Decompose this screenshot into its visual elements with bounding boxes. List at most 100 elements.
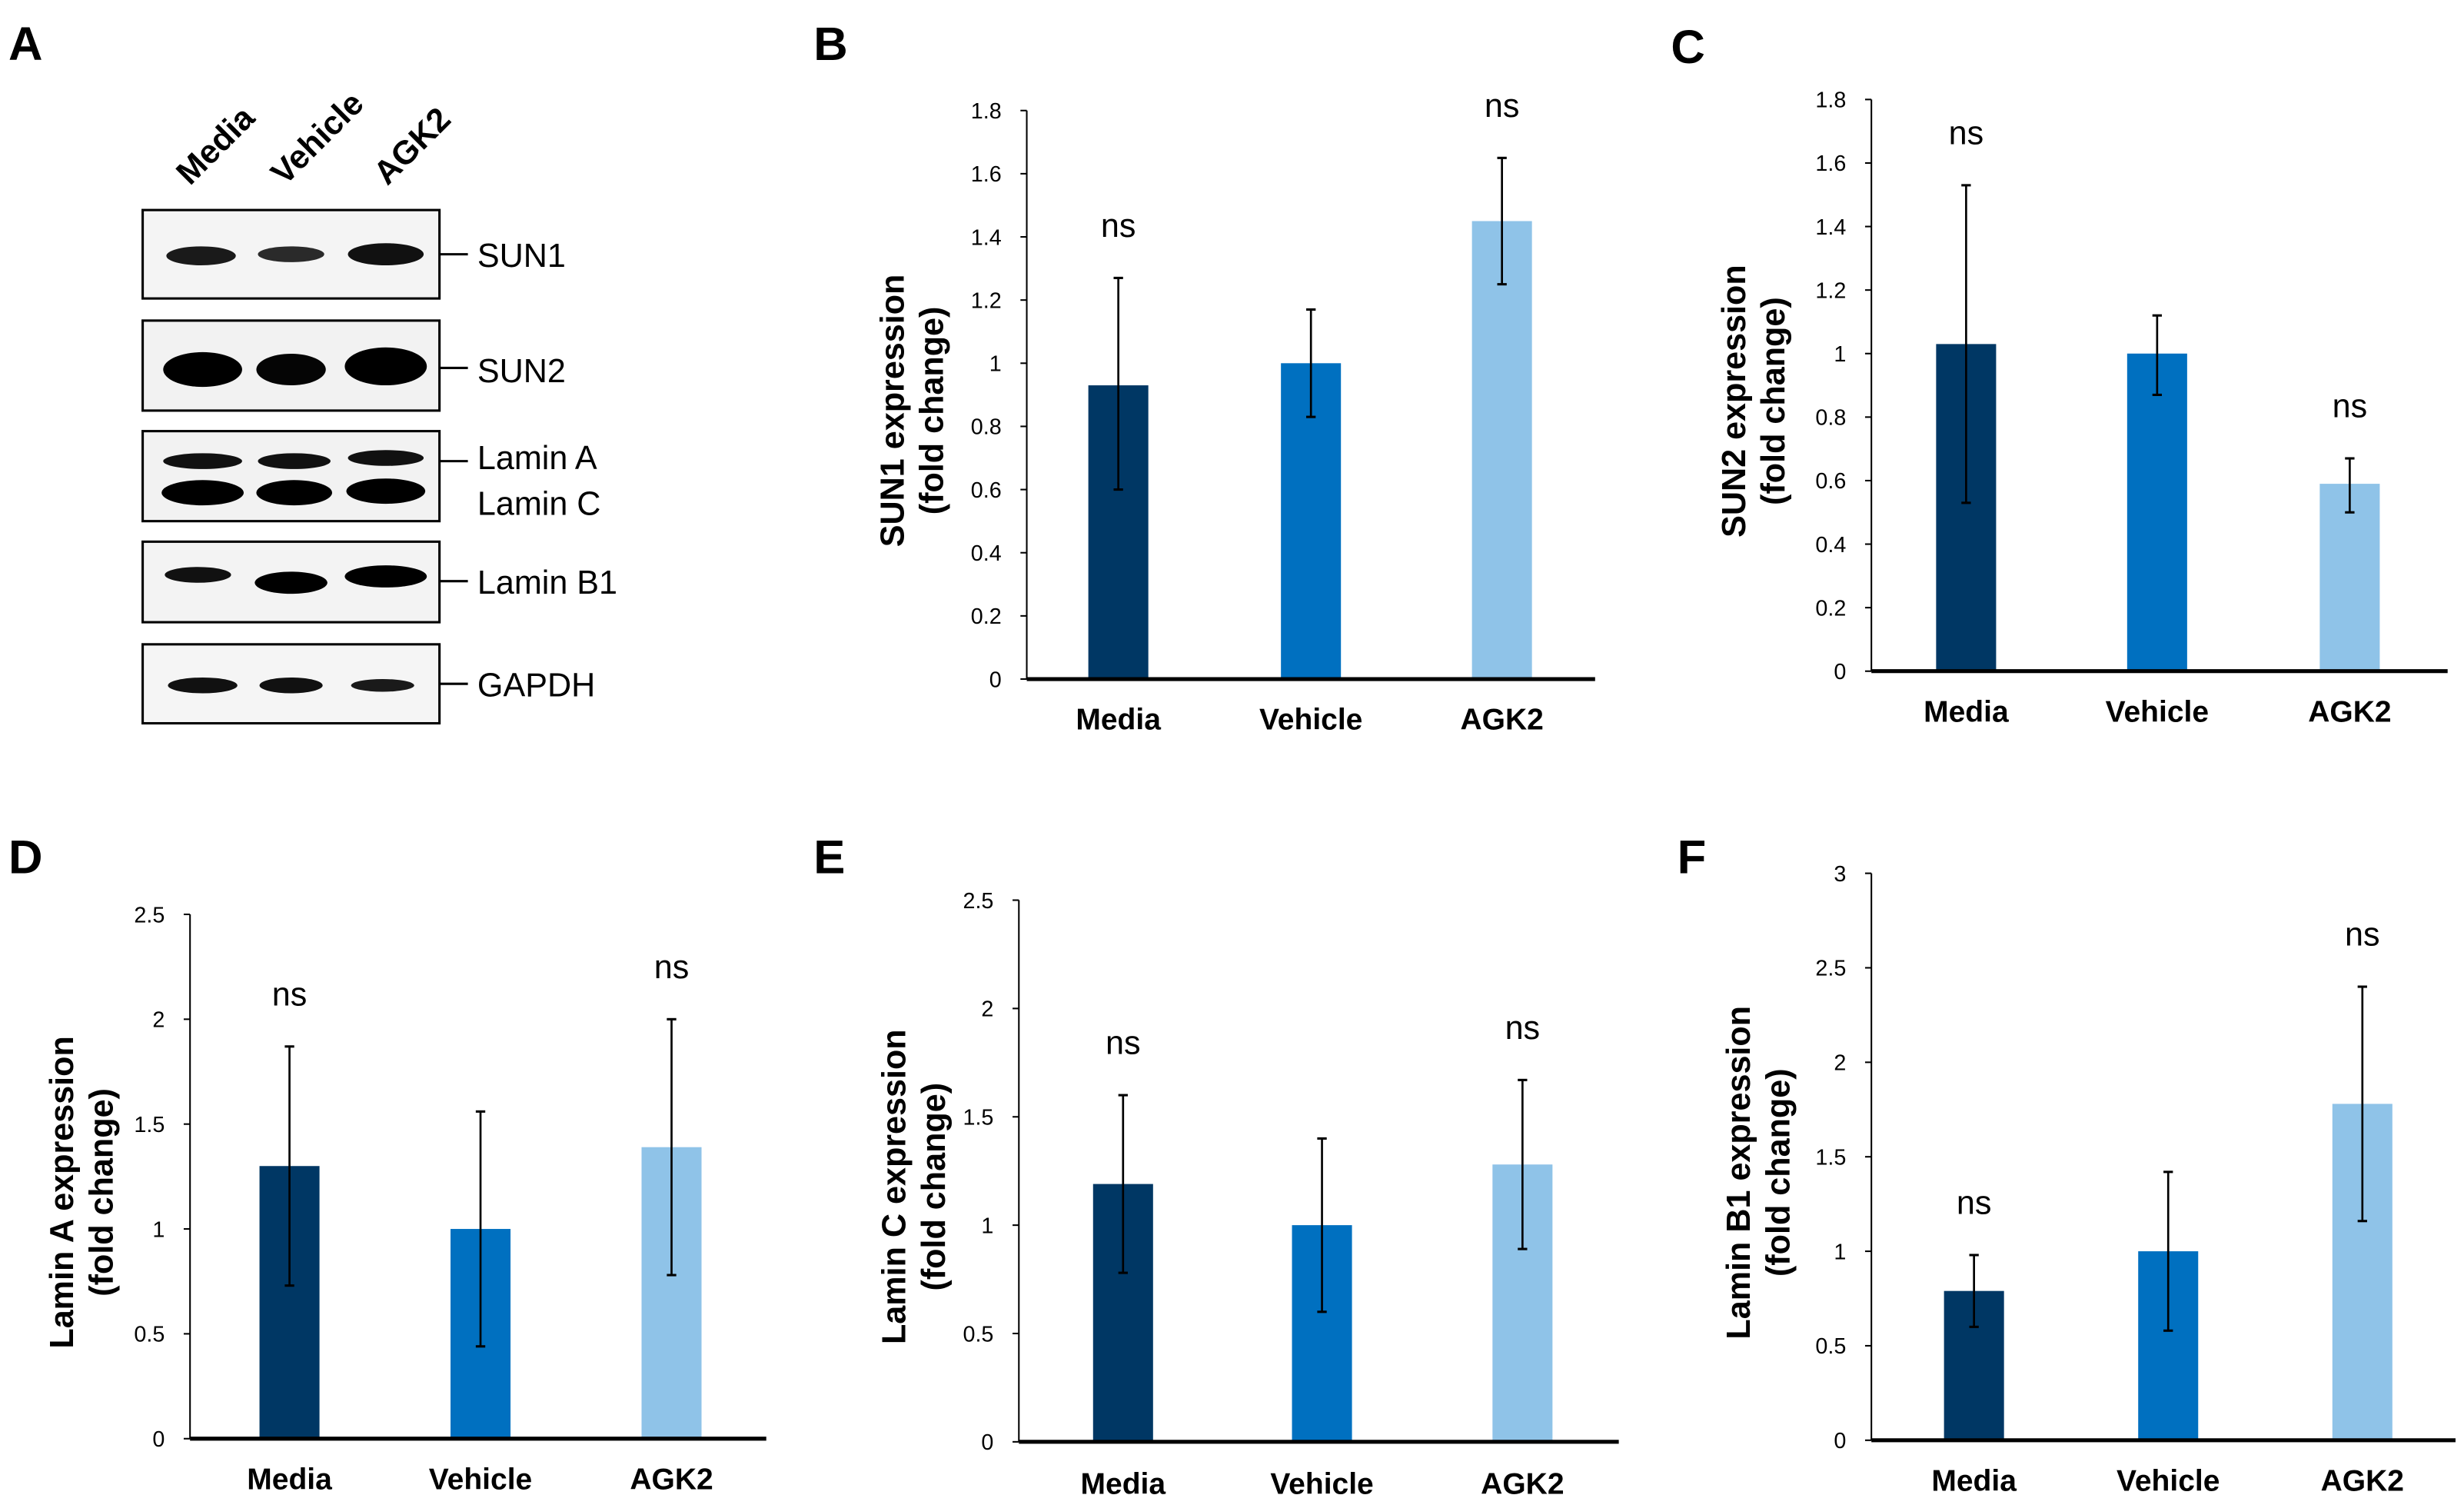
bar-agk2 [1471, 221, 1532, 680]
y-axis-label: Lamin C expression (fold change) [876, 1029, 952, 1344]
y-axis-label-line: (fold change) [84, 1088, 121, 1297]
y-tick-label: 1 [1834, 342, 1846, 367]
y-tick-label: 1 [981, 1214, 993, 1238]
bar-agk2 [2319, 484, 2380, 671]
y-tick-label: 0.5 [1815, 1334, 1846, 1359]
y-tick-label: 2.5 [134, 903, 165, 927]
bar-vehicle [2126, 353, 2187, 671]
y-tick-label: 2.5 [963, 889, 993, 914]
blot-lamin-b1: Lamin B1 [141, 540, 617, 624]
significance-label: ns [1957, 1185, 1992, 1222]
y-axis-label-line: SUN1 expression [874, 275, 911, 548]
y-tick-label: 1.4 [971, 225, 1002, 250]
significance-label: ns [1949, 115, 1984, 151]
y-tick-label: 0.6 [1815, 469, 1846, 494]
y-axis-label-line: (fold change) [916, 1083, 953, 1291]
y-tick-label: 3 [1834, 862, 1846, 887]
y-tick-label: 0.4 [1815, 533, 1846, 558]
y-tick-label: 0.8 [971, 415, 1002, 440]
x-tick-label: Vehicle [429, 1463, 532, 1496]
x-tick-label: Vehicle [2117, 1465, 2220, 1498]
y-tick-label: 1 [1834, 1240, 1846, 1264]
y-axis-label-line: (fold change) [1755, 297, 1792, 505]
protein-label-sun1: SUN1 [477, 238, 566, 275]
x-tick-label: Vehicle [1259, 704, 1362, 737]
y-axis-label: Lamin A expression (fold change) [44, 1036, 120, 1348]
panel-letter-d: D [8, 831, 42, 884]
y-tick-label: 0.4 [971, 541, 1002, 566]
x-tick-label: AGK2 [630, 1463, 713, 1496]
y-axis-label-line: (fold change) [1760, 1068, 1797, 1277]
y-tick-label: 1 [152, 1217, 165, 1242]
significance-label: ns [1485, 88, 1520, 125]
chart-panel-b: 0 0.2 0.4 0.6 0.8 1 1.2 1.4 1.6 1.8 ns Media Vehicle… [874, 88, 1595, 737]
significance-label: ns [654, 949, 690, 986]
significance-label: ns [2333, 388, 2368, 425]
y-tick-label: 2 [152, 1008, 165, 1033]
y-axis-label-line: Lamin A expression [44, 1036, 81, 1348]
x-tick-label: AGK2 [1460, 704, 1543, 737]
lane-label-agk2: AGK2 [367, 101, 458, 192]
protein-label-lamin-a: Lamin A [477, 440, 597, 477]
protein-label-sun2: SUN2 [477, 353, 566, 390]
y-tick-label: 0.5 [134, 1323, 165, 1347]
blot-sun1: SUN1 [141, 208, 566, 300]
chart-panel-e: 0 0.5 1 1.5 2 2.5 ns Media Vehicle ns AGK2 Lamin C … [876, 889, 1619, 1501]
y-tick-label: 2 [1834, 1051, 1846, 1076]
y-tick-label: 0.5 [963, 1322, 993, 1347]
significance-label: ns [1101, 208, 1136, 245]
y-tick-label: 0 [989, 668, 1002, 692]
chart-panel-d: 0 0.5 1 1.5 2 2.5 ns Media Vehicle ns AGK2 Lamin A … [44, 903, 766, 1496]
panel-letter-e: E [813, 831, 845, 884]
y-tick-label: 1.6 [971, 162, 1002, 187]
x-tick-label: AGK2 [2308, 695, 2391, 728]
panel-letter-c: C [1671, 21, 1704, 74]
y-tick-label: 1.8 [1815, 88, 1846, 113]
x-tick-label: AGK2 [2321, 1465, 2404, 1498]
significance-label: ns [272, 976, 308, 1013]
y-tick-label: 0 [1834, 1429, 1846, 1453]
panel-letter-a: A [8, 18, 42, 71]
y-tick-label: 1.4 [1815, 215, 1846, 240]
y-axis-label: SUN2 expression (fold change) [1716, 265, 1792, 538]
western-blot-panel: Media Vehicle AGK2 SUN1 SUN2 [141, 85, 617, 725]
x-tick-label: Media [1076, 704, 1161, 737]
y-tick-label: 1 [989, 352, 1002, 377]
y-tick-label: 1.8 [971, 99, 1002, 124]
protein-label-lamin-c: Lamin C [477, 485, 601, 522]
y-tick-label: 0 [152, 1427, 165, 1452]
y-tick-label: 1.2 [971, 288, 1002, 313]
protein-label-gapdh: GAPDH [477, 668, 595, 704]
y-tick-label: 0.2 [971, 604, 1002, 629]
significance-label: ns [2345, 917, 2380, 954]
y-tick-label: 0 [981, 1430, 993, 1455]
y-axis-label-line: Lamin B1 expression [1721, 1006, 1757, 1340]
y-tick-label: 1.5 [1815, 1145, 1846, 1170]
y-axis-label-line: (fold change) [914, 307, 951, 515]
lane-label-media: Media [169, 98, 262, 191]
x-tick-label: Vehicle [1270, 1468, 1373, 1501]
y-tick-label: 1.5 [963, 1106, 993, 1130]
y-tick-label: 1.5 [134, 1113, 165, 1137]
blot-sun2: SUN2 [141, 319, 566, 412]
lane-label-vehicle: Vehicle [264, 85, 371, 191]
y-tick-label: 2.5 [1815, 957, 1846, 981]
panel-letter-b: B [813, 18, 847, 71]
y-axis-label-line: SUN2 expression [1716, 265, 1753, 538]
y-axis-label-line: Lamin C expression [876, 1029, 913, 1344]
panel-letter-f: F [1678, 831, 1707, 884]
chart-panel-f: 0 0.5 1 1.5 2 2.5 3 ns Media Vehicle ns AGK2 Lamin B… [1721, 862, 2456, 1498]
y-tick-label: 0 [1834, 660, 1846, 684]
chart-panel-c: 0 0.2 0.4 0.6 0.8 1 1.2 1.4 1.6 1.8 ns Media Vehicle… [1716, 88, 2448, 728]
y-tick-label: 2 [981, 997, 993, 1022]
x-tick-label: Media [247, 1463, 332, 1496]
protein-label-lamin-b1: Lamin B1 [477, 564, 617, 601]
x-tick-label: Vehicle [2106, 695, 2209, 728]
x-tick-label: Media [1924, 695, 2009, 728]
y-tick-label: 0.6 [971, 478, 1002, 503]
y-axis-label: SUN1 expression (fold change) [874, 275, 950, 548]
blot-gapdh: GAPDH [141, 643, 595, 725]
y-tick-label: 1.6 [1815, 151, 1846, 176]
